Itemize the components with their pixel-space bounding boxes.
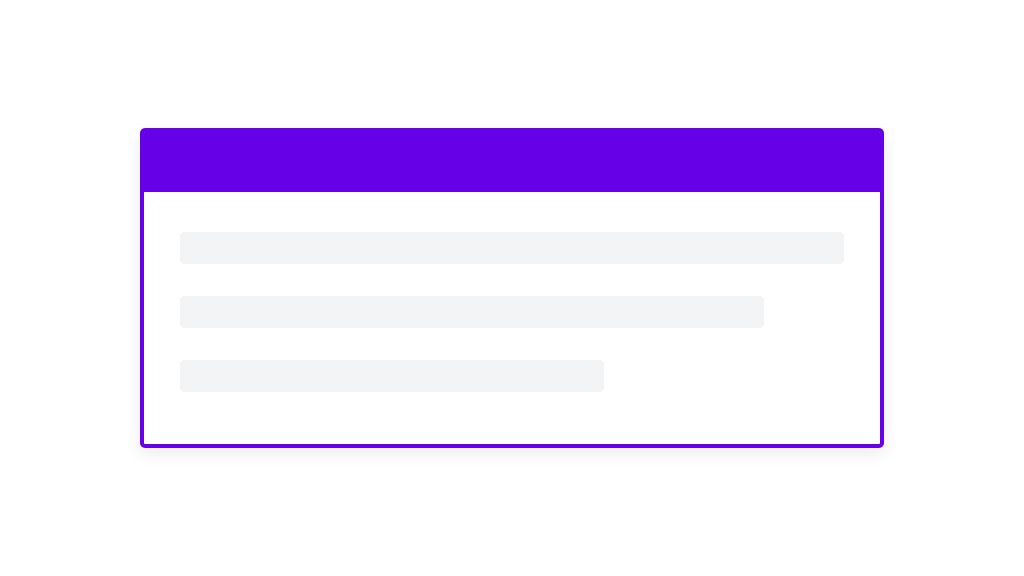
skeleton-line xyxy=(180,296,764,328)
skeleton-line xyxy=(180,232,844,264)
loading-card xyxy=(140,128,884,448)
skeleton-line xyxy=(180,360,604,392)
card-header xyxy=(144,132,880,192)
